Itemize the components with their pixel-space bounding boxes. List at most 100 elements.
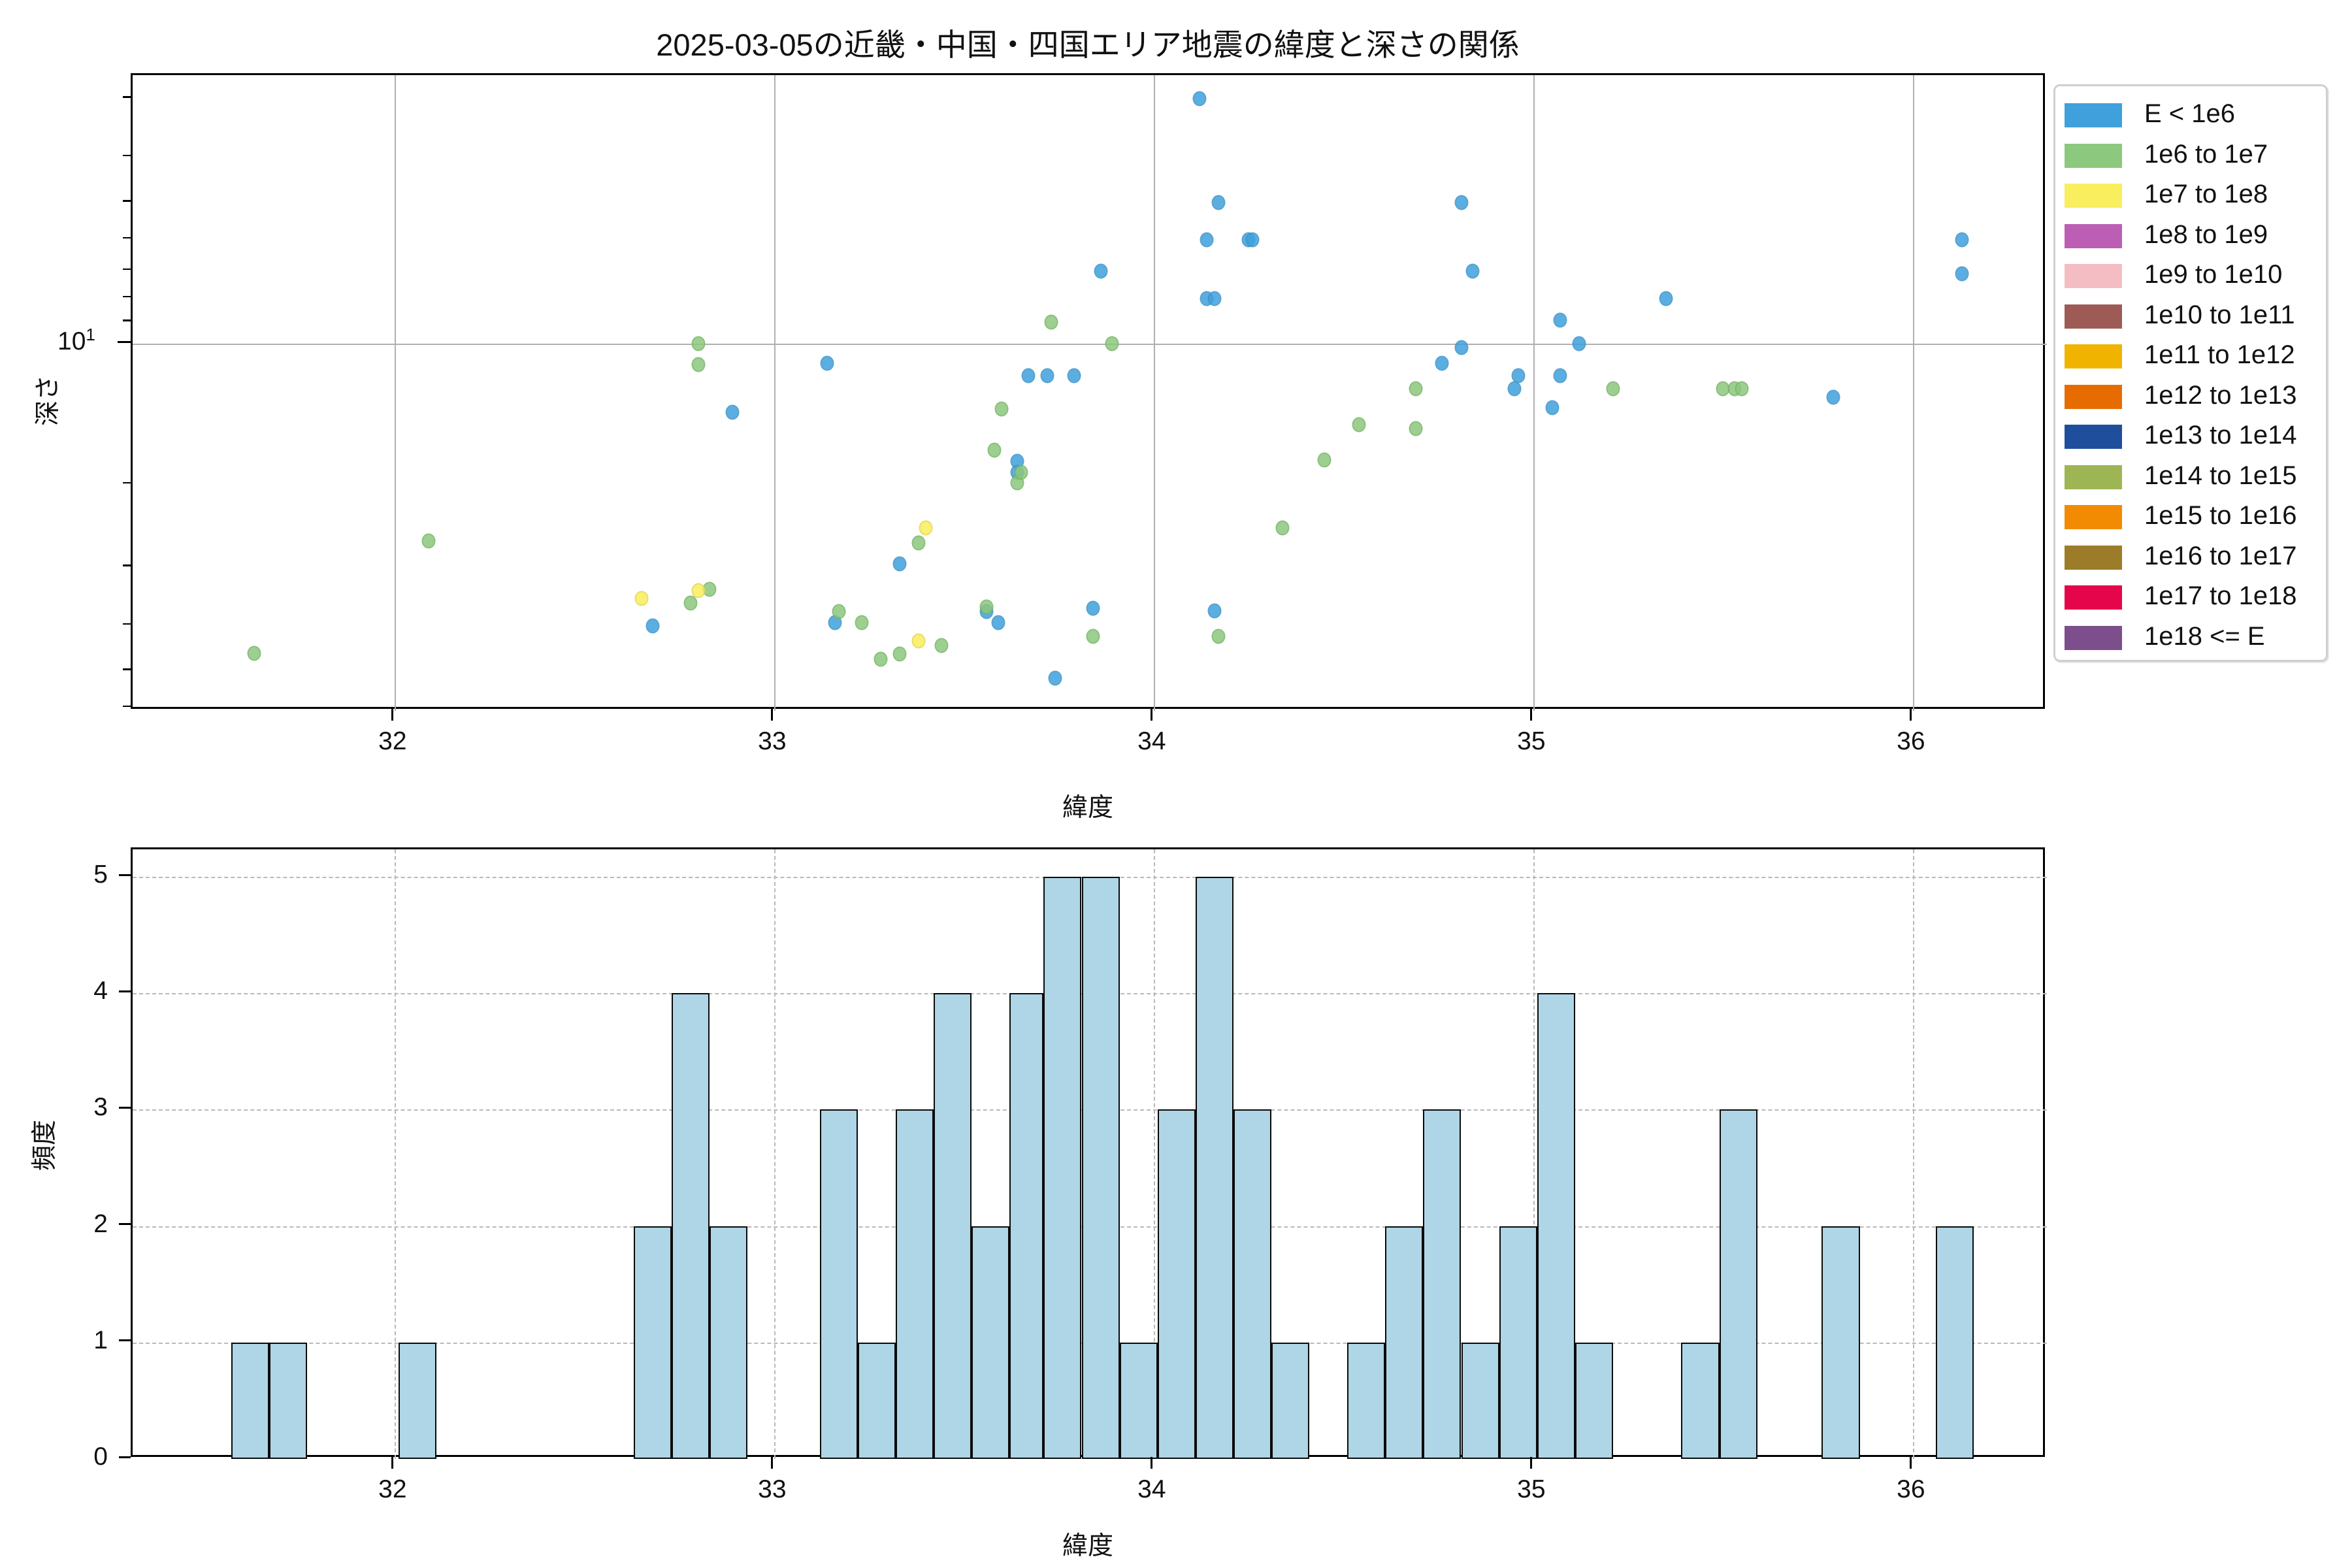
hist-ytick-0 <box>119 1456 131 1458</box>
scatter-point <box>1606 381 1620 397</box>
hist-xtick-label-33: 33 <box>758 1475 787 1503</box>
scatter-point <box>1044 314 1058 330</box>
hist-ytick-label-1: 1 <box>93 1326 108 1354</box>
hist-bar <box>1195 877 1233 1459</box>
scatter-point <box>691 336 706 351</box>
hist-ytick-5 <box>119 874 131 876</box>
scatter-point <box>1040 368 1054 384</box>
hist-xtick-label-35: 35 <box>1517 1475 1546 1503</box>
scatter-point <box>1511 368 1526 384</box>
scatter-point <box>691 583 706 598</box>
scatter-point <box>1553 312 1567 328</box>
hist-ytick-label-3: 3 <box>93 1093 108 1122</box>
hist-bar <box>1347 1342 1386 1459</box>
xtick-36 <box>1910 709 1912 721</box>
gridline-x-36 <box>1912 75 1914 711</box>
xtick-34 <box>1151 709 1153 721</box>
scatter-point <box>1826 389 1840 405</box>
ytick-minor-5 <box>123 200 131 202</box>
hist-bar <box>1719 1109 1757 1459</box>
hist-gridline-x-32 <box>394 849 396 1459</box>
hist-bar <box>633 1226 672 1459</box>
legend-label-11: 1e15 to 1e16 <box>2144 501 2297 530</box>
hist-bar <box>1043 877 1082 1459</box>
hist-bar <box>1009 993 1044 1459</box>
xtick-33 <box>771 709 774 721</box>
scatter-point <box>1454 195 1468 210</box>
gridline-x-33 <box>774 75 776 711</box>
scatter-ylabel: 深さ <box>34 375 62 427</box>
legend-label-8: 1e12 to 1e13 <box>2144 380 2297 410</box>
legend-label-1: E < 1e6 <box>2144 99 2236 128</box>
gridline-x-35 <box>1533 75 1535 711</box>
legend-row: 1e15 to 1e16 <box>2055 497 2326 538</box>
scatter-point <box>1352 417 1366 433</box>
histogram-ylabel: 頻度 <box>31 1120 59 1171</box>
scatter-ytick-10-1: 101 <box>57 325 95 355</box>
hist-bar <box>1499 1226 1537 1459</box>
scatter-point <box>1409 421 1423 436</box>
scatter-point <box>934 638 949 653</box>
gridline-x-34 <box>1153 75 1155 711</box>
legend-label-5: 1e9 to 1e10 <box>2144 260 2283 289</box>
scatter-point <box>1245 232 1260 248</box>
hist-xtick-33 <box>771 1457 774 1469</box>
scatter-point <box>832 604 846 619</box>
ytick-minor-60 <box>123 705 131 708</box>
scatter-point <box>1207 603 1222 619</box>
legend-swatch-9 <box>2065 425 2122 449</box>
legend-row: 1e9 to 1e10 <box>2055 256 2326 297</box>
hist-bar <box>819 1109 858 1459</box>
ytick-minor-9 <box>123 319 131 321</box>
ytick-minor-4 <box>123 154 131 157</box>
scatter-point <box>987 442 1002 458</box>
scatter-point <box>919 520 933 536</box>
legend-swatch-6 <box>2065 304 2122 329</box>
hist-bar <box>1681 1342 1720 1459</box>
histogram-plot-area <box>131 847 2047 1459</box>
legend-swatch-11 <box>2065 505 2122 529</box>
legend-swatch-10 <box>2065 465 2122 489</box>
hist-bar <box>1385 1226 1424 1459</box>
scatter-point <box>1317 452 1331 468</box>
xtick-32 <box>391 709 394 721</box>
legend-swatch-1 <box>2065 103 2122 127</box>
hist-xtick-34 <box>1151 1457 1153 1469</box>
scatter-point <box>874 651 888 667</box>
scatter-point <box>634 591 649 606</box>
hist-bar <box>1821 1226 1860 1459</box>
hist-ytick-4 <box>119 990 131 992</box>
scatter-point <box>991 615 1005 630</box>
legend-label-2: 1e6 to 1e7 <box>2144 139 2268 169</box>
legend-row: 1e16 to 1e17 <box>2055 538 2326 578</box>
scatter-point <box>725 404 740 420</box>
hist-ytick-2 <box>119 1223 131 1226</box>
scatter-point <box>911 633 926 649</box>
hist-bar <box>1233 1109 1271 1459</box>
hist-gridline-x-36 <box>1912 849 1914 1459</box>
scatter-point <box>1507 381 1522 397</box>
legend-label-6: 1e10 to 1e11 <box>2144 300 2295 329</box>
scatter-point <box>1211 629 1226 644</box>
hist-xtick-label-32: 32 <box>378 1475 407 1503</box>
scatter-point <box>1465 263 1480 279</box>
hist-bar <box>933 993 972 1459</box>
scatter-point <box>1192 91 1207 106</box>
hist-bar <box>1157 1109 1196 1459</box>
scatter-point <box>855 615 869 630</box>
ytick-minor-3 <box>123 96 131 98</box>
scatter-point <box>1105 336 1119 351</box>
scatter-point <box>1454 340 1468 355</box>
scatter-point <box>1048 670 1062 686</box>
hist-bar <box>895 1109 934 1459</box>
scatter-point <box>911 535 926 551</box>
scatter-point <box>1545 400 1560 416</box>
ytick-minor-30 <box>123 564 131 566</box>
scatter-point <box>1735 381 1749 397</box>
xtick-label-35: 35 <box>1517 727 1546 755</box>
xtick-35 <box>1530 709 1533 721</box>
hist-bar <box>1119 1342 1158 1459</box>
legend-row: 1e14 to 1e15 <box>2055 457 2326 498</box>
ytick-minor-20 <box>123 482 131 484</box>
legend-label-4: 1e8 to 1e9 <box>2144 220 2268 249</box>
